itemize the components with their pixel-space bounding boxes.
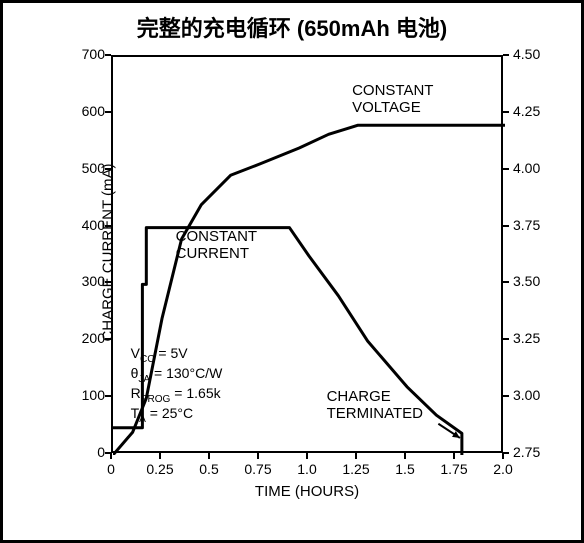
- x-tick-label: 0: [93, 461, 129, 477]
- y-left-axis-label: CHARGE CURRENT (mA): [100, 163, 117, 341]
- x-tick: [355, 453, 357, 459]
- x-tick-label: 1.75: [436, 461, 472, 477]
- yl-tick-label: 700: [65, 46, 105, 62]
- condition-row: TA = 25°C: [131, 405, 194, 425]
- yr-tick: [503, 281, 509, 283]
- x-tick: [404, 453, 406, 459]
- yr-tick: [503, 54, 509, 56]
- yr-tick-label: 3.00: [513, 387, 559, 403]
- condition-row: RPROG = 1.65k: [131, 385, 221, 405]
- annotation-text: CURRENT: [176, 245, 249, 262]
- yr-tick-label: 4.00: [513, 160, 559, 176]
- condition-row: VCC = 5V: [131, 345, 188, 365]
- x-tick-label: 1.25: [338, 461, 374, 477]
- x-tick: [208, 453, 210, 459]
- yl-tick: [105, 452, 111, 454]
- yl-tick-label: 0: [65, 444, 105, 460]
- annotation-text: VOLTAGE: [352, 99, 421, 116]
- yr-tick-label: 3.75: [513, 217, 559, 233]
- yr-tick: [503, 225, 509, 227]
- x-tick-label: 0.25: [142, 461, 178, 477]
- x-tick: [159, 453, 161, 459]
- yl-tick: [105, 111, 111, 113]
- yr-tick-label: 3.25: [513, 330, 559, 346]
- yl-tick: [105, 395, 111, 397]
- yl-tick-label: 600: [65, 103, 105, 119]
- yr-tick: [503, 168, 509, 170]
- yr-tick-label: 2.75: [513, 444, 559, 460]
- x-tick: [306, 453, 308, 459]
- yr-tick: [503, 338, 509, 340]
- chart-title: 完整的充电循环 (650mAh 电池): [3, 11, 581, 43]
- annotation-text: CHARGE: [327, 388, 391, 405]
- yr-tick: [503, 395, 509, 397]
- x-tick: [453, 453, 455, 459]
- yr-tick: [503, 452, 509, 454]
- yr-tick-label: 4.50: [513, 46, 559, 62]
- x-tick-label: 1.0: [289, 461, 325, 477]
- x-tick-label: 2.0: [485, 461, 521, 477]
- chart-frame: 完整的充电循环 (650mAh 电池) 0 0.25 0.5 0.75 1.0 1.25 1…: [0, 0, 584, 543]
- x-tick-label: 0.5: [191, 461, 227, 477]
- annotation-text: CONSTANT: [352, 82, 433, 99]
- annotation-text: TERMINATED: [327, 405, 423, 422]
- x-axis-label: TIME (HOURS): [111, 483, 503, 500]
- yr-tick-label: 4.25: [513, 103, 559, 119]
- x-tick-label: 0.75: [240, 461, 276, 477]
- yl-tick: [105, 54, 111, 56]
- yr-tick: [503, 111, 509, 113]
- x-tick: [257, 453, 259, 459]
- yl-tick-label: 100: [65, 387, 105, 403]
- yr-tick-label: 3.50: [513, 273, 559, 289]
- condition-row: θJA = 130°C/W: [131, 365, 223, 385]
- x-tick-label: 1.5: [387, 461, 423, 477]
- annotation-text: CONSTANT: [176, 228, 257, 245]
